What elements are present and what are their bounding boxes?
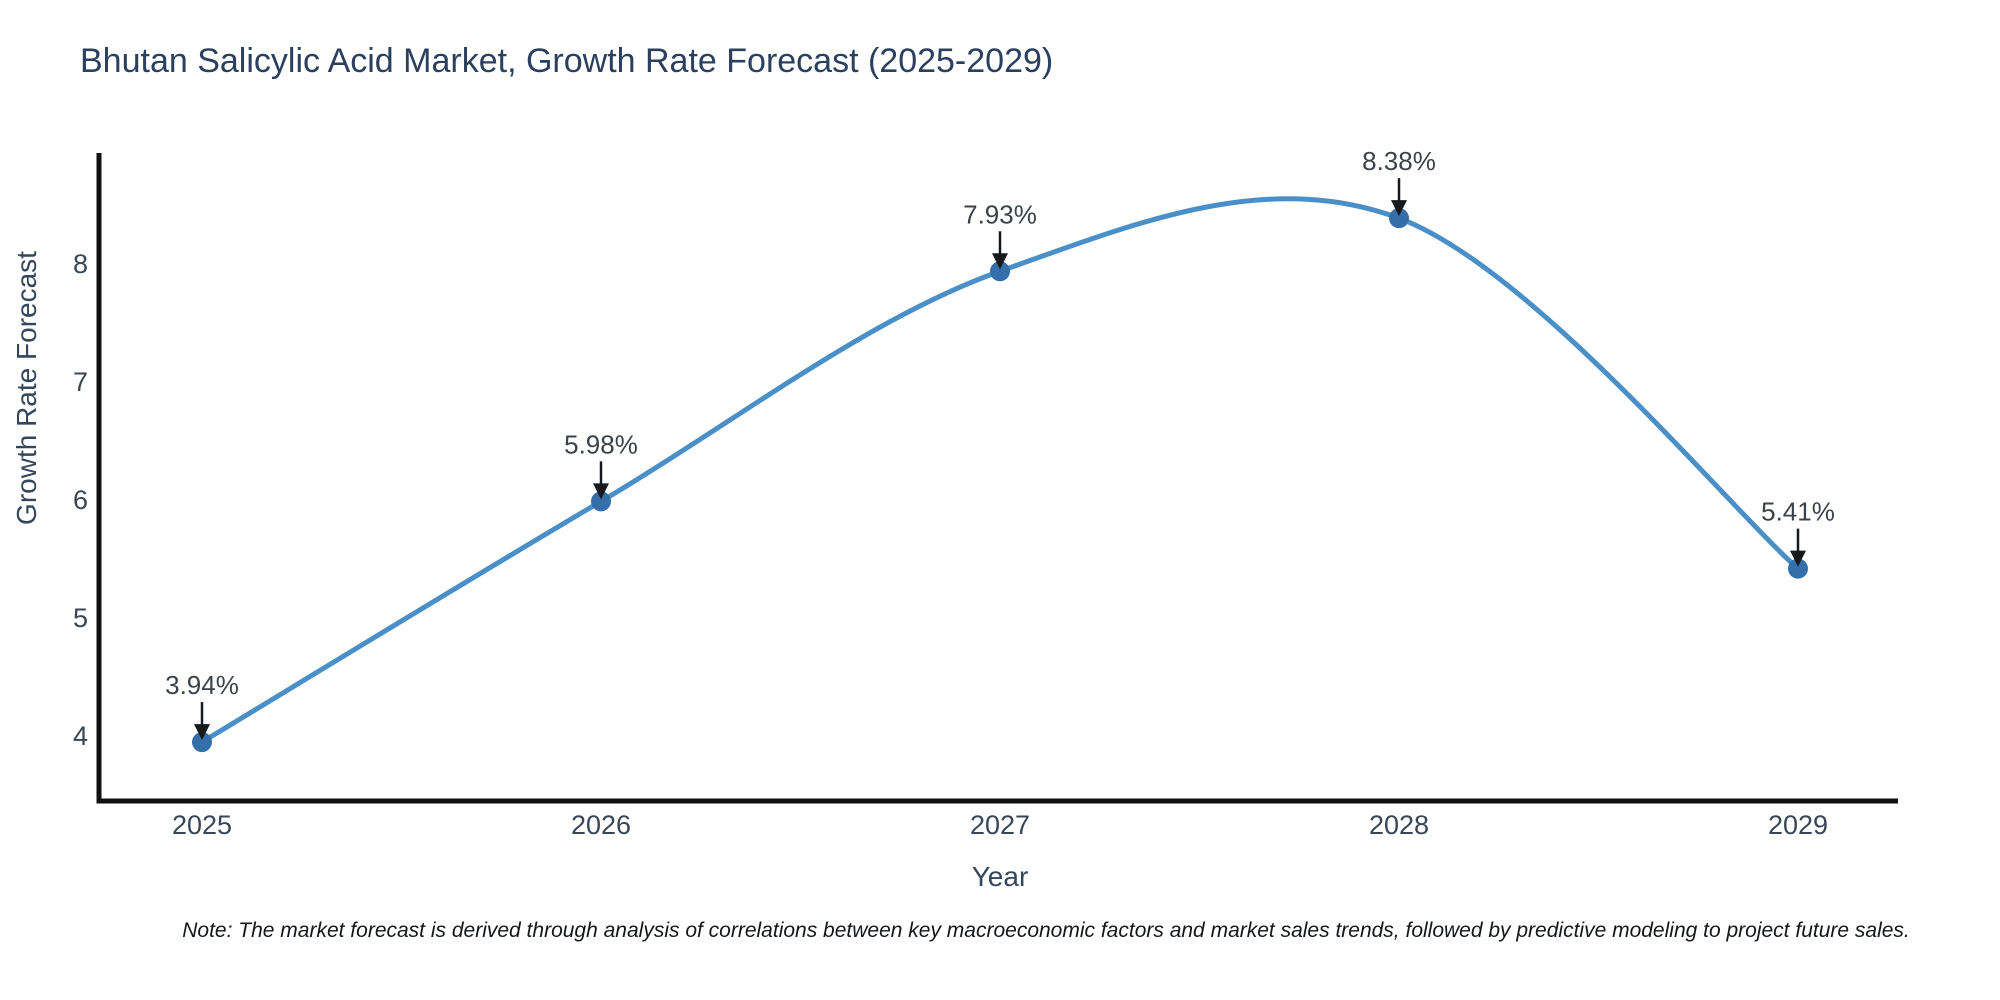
point-label-2026: 5.98% xyxy=(564,429,638,459)
annotation-arrow-head-icon xyxy=(593,483,609,500)
point-label-2027: 7.93% xyxy=(963,199,1037,229)
y-tick-label-4: 4 xyxy=(73,721,88,751)
axis-spines xyxy=(96,153,1898,804)
annotation-arrow-head-icon xyxy=(194,724,210,741)
data-point-2026[interactable] xyxy=(591,491,611,512)
point-label-2025: 3.94% xyxy=(165,670,239,700)
annotation-arrow-head-icon xyxy=(1391,200,1407,217)
data-point-2025[interactable] xyxy=(192,732,212,753)
y-axis-title: Growth Rate Forecast xyxy=(11,251,42,525)
data-point-2027[interactable] xyxy=(990,261,1010,282)
data-point-2028[interactable] xyxy=(1389,208,1409,229)
x-tick-label-2025: 2025 xyxy=(172,810,232,840)
annotation-arrow-head-icon xyxy=(1790,550,1806,567)
y-tick-label-7: 7 xyxy=(73,367,88,397)
point-label-2028: 8.38% xyxy=(1362,146,1436,176)
chart-title: Bhutan Salicylic Acid Market, Growth Rat… xyxy=(80,42,1053,80)
data-point-2029[interactable] xyxy=(1788,558,1808,579)
point-label-2029: 5.41% xyxy=(1761,497,1835,527)
plot-area: 4 5 6 7 8 2025 2026 2027 2028 2029 3.94% 5.98% 7.93%… xyxy=(73,146,1898,840)
annotation-arrow-head-icon xyxy=(992,253,1008,270)
x-tick-label-2026: 2026 xyxy=(571,810,631,840)
y-tick-label-6: 6 xyxy=(73,485,88,515)
x-tick-label-2028: 2028 xyxy=(1369,810,1429,840)
y-tick-label-8: 8 xyxy=(73,249,88,279)
y-tick-label-5: 5 xyxy=(73,603,88,633)
x-tick-label-2027: 2027 xyxy=(970,810,1030,840)
x-axis-title: Year xyxy=(972,861,1029,892)
footnote: Note: The market forecast is derived thr… xyxy=(182,919,1910,942)
x-tick-label-2029: 2029 xyxy=(1768,810,1828,840)
